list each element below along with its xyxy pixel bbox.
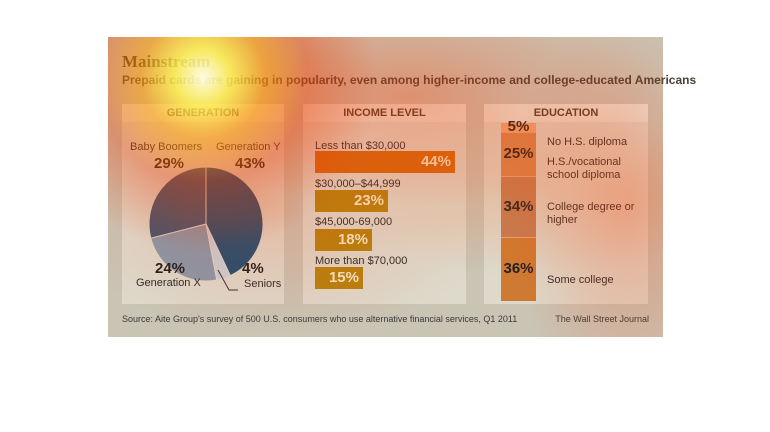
income-category-label: $30,000–$44,999 [315,178,401,190]
education-label: Some college [547,274,614,286]
pie-value-baby-boomers: 29% [154,155,185,172]
pie-label-generation-x: Generation X [136,277,201,289]
income-panel: INCOME LEVEL Less than $30,000 44% $30,0… [303,104,466,304]
chart-title: Mainstream [122,52,211,71]
education-label: H.S./vocational school diploma [547,156,621,181]
education-value: 25% [503,145,534,163]
income-bar: 44% [315,151,455,173]
publisher-credit: The Wall Street Journal [555,314,649,324]
education-label: College degree or higher [547,201,635,226]
education-label: No H.S. diploma [547,136,628,148]
pie-label-generation-y: Generation Y [216,141,281,153]
income-bar: 23% [315,190,388,212]
income-bar: 18% [315,229,372,251]
income-heading: INCOME LEVEL [303,104,466,122]
income-bar: 15% [315,267,363,289]
pie-label-baby-boomers: Baby Boomers [130,141,203,153]
education-value: 5% [507,118,530,136]
education-value: 34% [503,197,534,215]
infographic-card: Mainstream Prepaid cards are gaining in … [108,37,696,337]
pie-value-generation-y: 43% [235,155,266,172]
chart-subtitle: Prepaid cards are gaining in popularity,… [122,73,697,87]
pie-value-seniors: 4% [242,260,264,277]
income-category-label: $45,000-69,000 [315,216,393,228]
generation-panel: GENERATION Baby Boomers 29% Generation Y… [122,104,284,304]
pie-value-generation-x: 24% [155,260,186,277]
education-panel: EDUCATION 5% 25% 34% 36% No H.S. diploma… [484,104,648,304]
source-note: Source: Aite Group's survey of 500 U.S. … [122,314,518,324]
pie-label-seniors: Seniors [244,278,282,290]
education-value: 36% [503,259,534,277]
income-category-label: More than $70,000 [315,255,408,267]
